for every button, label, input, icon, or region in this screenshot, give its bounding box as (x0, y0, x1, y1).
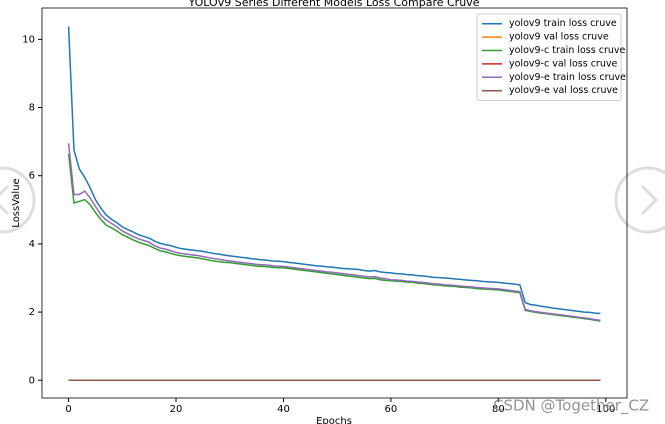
legend-label: yolov9 val loss cruve (509, 32, 609, 43)
prev-arrow (0, 184, 10, 216)
x-tick-label: 80 (492, 404, 505, 415)
y-axis-label: LossValue (11, 178, 22, 227)
prev-button[interactable] (0, 166, 36, 234)
y-tick-label: 10 (22, 34, 35, 45)
watermark: CSDN @Together_CZ (493, 397, 649, 416)
series-line (67, 153, 601, 322)
x-axis-label: Epochs (316, 416, 352, 424)
x-tick-label: 20 (170, 404, 183, 415)
y-tick-label: 0 (29, 375, 35, 386)
legend-box (476, 13, 622, 101)
x-tick-label: 0 (65, 404, 71, 415)
legend-label: yolov9 train loss cruve (509, 18, 617, 29)
axes-frame (41, 7, 628, 399)
next-button[interactable] (614, 166, 665, 234)
y-tick-label: 8 (29, 103, 35, 114)
plot-area: 0 20 40 60 80 100 0 2 4 6 8 10 yolov9 train loss cru… (22, 7, 628, 415)
series-line (67, 26, 601, 315)
next-arrow (640, 184, 659, 216)
y-tick-label: 6 (29, 171, 35, 182)
chart-title: YOLOv9 Series Different Models Loss Comp… (188, 0, 480, 9)
legend-label: yolov9-c val loss cruve (509, 58, 617, 69)
series-line (67, 143, 601, 322)
x-tick-label: 40 (277, 404, 290, 415)
x-tick-label: 60 (385, 404, 398, 415)
legend-label: yolov9-c train loss cruve (509, 45, 625, 56)
y-tick-label: 2 (29, 307, 35, 318)
y-tick-label: 4 (29, 239, 35, 250)
legend-label: yolov9-e train loss cruve (509, 72, 626, 83)
legend-label: yolov9-e val loss cruve (509, 85, 618, 96)
x-tick-label: 100 (596, 404, 615, 415)
